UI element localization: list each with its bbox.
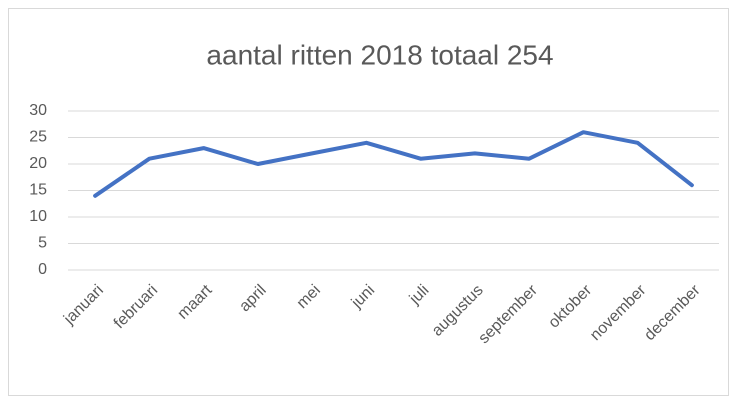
y-tick-label: 25 bbox=[29, 129, 47, 146]
line-series bbox=[93, 130, 694, 198]
y-tick-label: 30 bbox=[29, 102, 47, 119]
y-tick-label: 20 bbox=[29, 155, 47, 172]
y-tick-label: 5 bbox=[38, 235, 47, 252]
y-tick-label: 10 bbox=[29, 208, 47, 225]
y-tick-label: 0 bbox=[38, 261, 47, 278]
y-tick-label: 15 bbox=[29, 182, 47, 199]
chart-title: aantal ritten 2018 totaal 254 bbox=[206, 39, 553, 70]
chart-border bbox=[8, 8, 729, 396]
